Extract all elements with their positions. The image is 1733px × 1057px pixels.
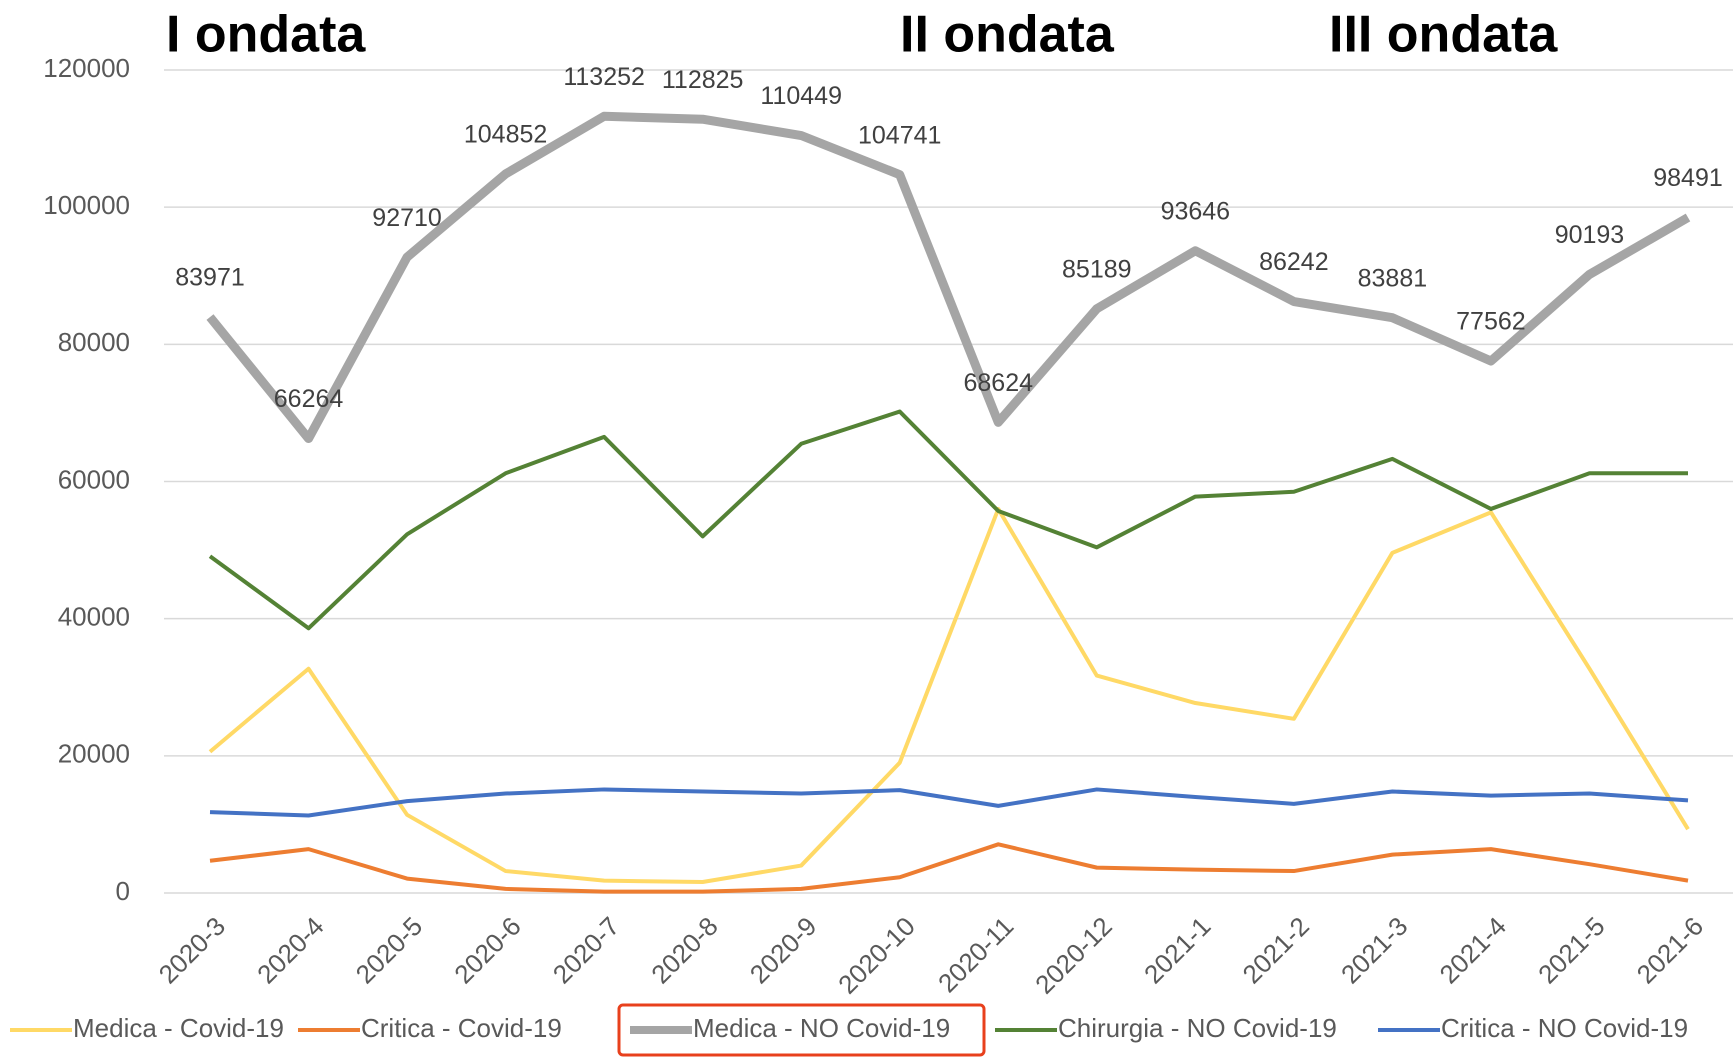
data-label: 112825 (662, 66, 744, 94)
data-label: 110449 (760, 82, 842, 110)
x-tick-label: 2020-3 (153, 911, 231, 989)
series-line (209, 787, 1689, 818)
x-tick-label: 2021-5 (1532, 911, 1610, 989)
data-label: 98491 (1653, 164, 1723, 192)
series-line (208, 506, 1690, 885)
series-line (209, 842, 1689, 894)
x-tick-label: 2020-6 (448, 911, 526, 989)
y-tick-label: 40000 (58, 602, 130, 632)
y-tick-label: 20000 (58, 739, 130, 769)
annotation: II ondata (900, 6, 1115, 64)
legend-label: Chirurgia - NO Covid-19 (1058, 1013, 1337, 1043)
x-tick-label: 2021-1 (1138, 911, 1216, 989)
annotation: I ondata (166, 6, 366, 64)
x-tick-label: 2020-5 (350, 911, 428, 989)
x-tick-label: 2021-6 (1631, 911, 1709, 989)
x-tick-label: 2020-12 (1029, 911, 1118, 1000)
data-label: 113252 (563, 63, 645, 91)
x-tick-label: 2020-10 (832, 911, 921, 1000)
y-tick-label: 60000 (58, 464, 130, 494)
x-tick-label: 2020-9 (744, 911, 822, 989)
x-tick-label: 2020-4 (251, 911, 329, 989)
data-label: 83971 (175, 264, 245, 292)
legend-label: Critica - Covid-19 (361, 1013, 562, 1043)
data-label: 68624 (964, 369, 1034, 397)
data-label: 86242 (1259, 248, 1329, 276)
legend-label: Medica - NO Covid-19 (693, 1013, 950, 1043)
annotation: III ondata (1329, 6, 1558, 64)
series-line (206, 111, 1691, 444)
legend-label: Medica - Covid-19 (73, 1013, 284, 1043)
x-tick-label: 2021-3 (1335, 911, 1413, 989)
data-label: 92710 (372, 204, 442, 232)
series-line (208, 409, 1688, 631)
data-label: 90193 (1555, 221, 1625, 249)
x-tick-label: 2020-11 (932, 911, 1019, 998)
data-label: 66264 (274, 385, 344, 413)
legend-label: Critica - NO Covid-19 (1441, 1013, 1688, 1043)
data-label: 104852 (464, 120, 547, 148)
y-tick-label: 120000 (43, 53, 130, 83)
y-tick-label: 0 (116, 876, 130, 906)
data-label: 77562 (1456, 308, 1526, 336)
data-label: 93646 (1161, 197, 1231, 225)
data-label: 85189 (1062, 255, 1132, 283)
x-tick-label: 2020-8 (645, 911, 723, 989)
x-tick-label: 2021-2 (1237, 911, 1315, 989)
x-tick-label: 2020-7 (547, 911, 625, 989)
x-tick-label: 2021-4 (1434, 911, 1512, 989)
highlight-box (617, 1003, 986, 1057)
y-tick-label: 100000 (43, 190, 130, 220)
data-label: 83881 (1358, 264, 1428, 292)
y-tick-label: 80000 (58, 327, 130, 357)
data-label: 104741 (858, 121, 941, 149)
